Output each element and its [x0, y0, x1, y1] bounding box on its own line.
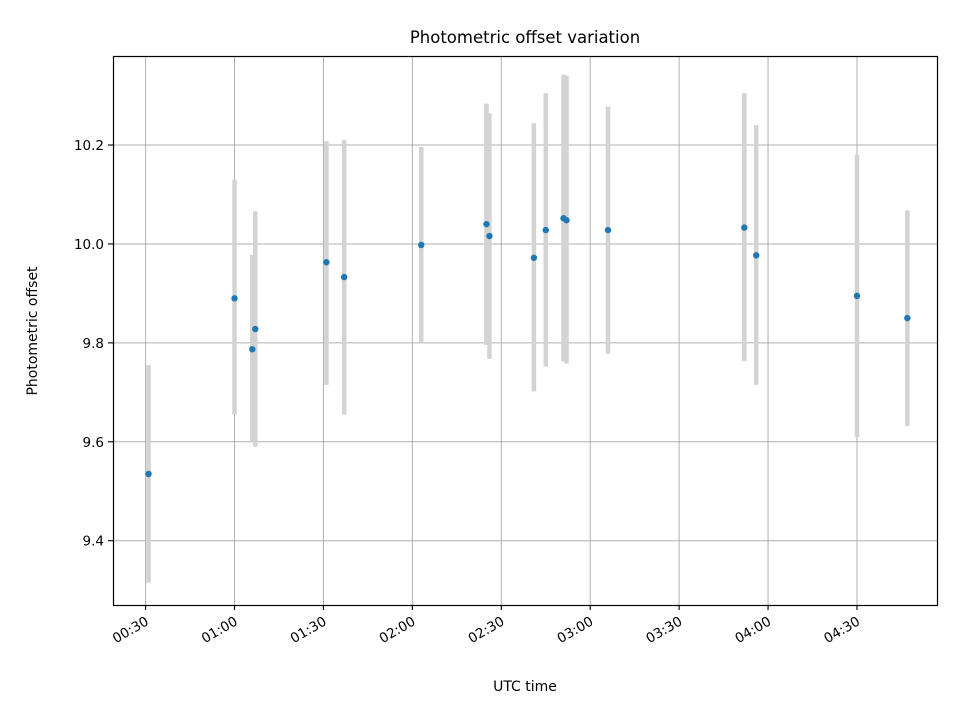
x-tick-label: 04:30	[821, 614, 863, 647]
data-point	[323, 259, 330, 266]
x-axis-label: UTC time	[493, 679, 557, 695]
data-point	[853, 292, 861, 300]
y-tick-label: 9.8	[83, 336, 104, 352]
error-bar-layer	[146, 74, 910, 583]
data-point	[486, 232, 493, 240]
x-tick-label: 02:30	[466, 614, 508, 647]
data-point	[483, 220, 490, 228]
x-tick-label: 04:00	[732, 614, 774, 647]
x-tick-label: 01:00	[199, 614, 241, 647]
data-point	[604, 226, 612, 234]
data-point	[752, 252, 760, 259]
plot-frame	[112, 55, 939, 607]
data-point	[563, 217, 570, 224]
data-point	[530, 254, 538, 261]
x-tick-label: 02:00	[377, 614, 419, 647]
data-point	[340, 273, 348, 281]
data-point	[542, 226, 549, 234]
y-tick-label: 9.6	[83, 435, 104, 451]
x-tick-label: 00:30	[110, 614, 152, 647]
y-tick-label: 9.4	[83, 534, 104, 550]
x-tick-label: 01:30	[288, 614, 330, 647]
x-tick-label: 03:30	[643, 614, 685, 647]
data-point	[231, 295, 238, 302]
chart-title: Photometric offset variation	[410, 28, 640, 47]
x-tick-label: 03:00	[555, 614, 597, 647]
y-tick-label: 10.2	[74, 138, 104, 154]
data-point	[252, 325, 259, 333]
data-point	[741, 224, 748, 231]
data-point	[145, 470, 152, 478]
data-point-layer	[145, 215, 911, 478]
y-tick-label: 10.0	[74, 237, 104, 253]
data-point	[249, 346, 256, 353]
data-point	[418, 241, 425, 249]
y-axis-label: Photometric offset	[25, 266, 41, 396]
data-point	[904, 314, 911, 322]
